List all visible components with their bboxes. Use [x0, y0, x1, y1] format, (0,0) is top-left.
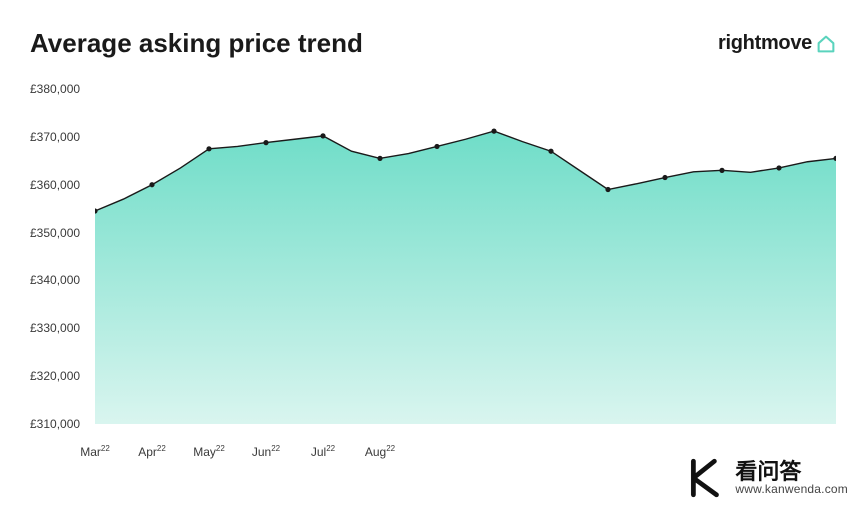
y-axis-label: £350,000	[30, 226, 80, 240]
watermark: 看问答 www.kanwenda.com	[675, 451, 858, 505]
y-axis-label: £320,000	[30, 369, 80, 383]
chart-marker	[149, 182, 154, 187]
chart-area-fill	[95, 131, 836, 424]
chart-marker	[206, 146, 211, 151]
watermark-text-cn: 看问答	[735, 460, 848, 483]
x-axis-label: Jul22	[311, 444, 335, 459]
chart-marker	[605, 187, 610, 192]
x-axis-label: May22	[193, 444, 225, 459]
chart-marker	[377, 156, 382, 161]
y-axis-label: £360,000	[30, 178, 80, 192]
chart-header: Average asking price trend rightmove	[30, 28, 836, 59]
y-axis-label: £340,000	[30, 273, 80, 287]
brand-logo: rightmove	[718, 32, 836, 55]
y-axis-label: £310,000	[30, 417, 80, 431]
chart-title: Average asking price trend	[30, 28, 363, 59]
brand-name: rightmove	[718, 32, 812, 55]
x-axis-label: Jun22	[252, 444, 280, 459]
chart-marker	[434, 144, 439, 149]
house-icon	[816, 35, 836, 53]
chart-marker	[491, 129, 496, 134]
x-axis-label: Apr22	[138, 444, 166, 459]
x-axis-label: Mar22	[80, 444, 110, 459]
y-axis-label: £380,000	[30, 82, 80, 96]
chart-marker	[263, 140, 268, 145]
chart-marker	[320, 133, 325, 138]
y-axis-label: £330,000	[30, 321, 80, 335]
chart-plot	[95, 89, 836, 424]
x-axis-label: Aug22	[365, 444, 395, 459]
chart-marker	[776, 165, 781, 170]
chart-marker	[548, 149, 553, 154]
chart-area: £310,000 £320,000 £330,000 £340,000 £350,000…	[30, 89, 836, 459]
watermark-logo-icon	[685, 457, 727, 499]
chart-marker	[719, 168, 724, 173]
watermark-url: www.kanwenda.com	[735, 483, 848, 496]
y-axis-label: £370,000	[30, 130, 80, 144]
chart-marker	[662, 175, 667, 180]
